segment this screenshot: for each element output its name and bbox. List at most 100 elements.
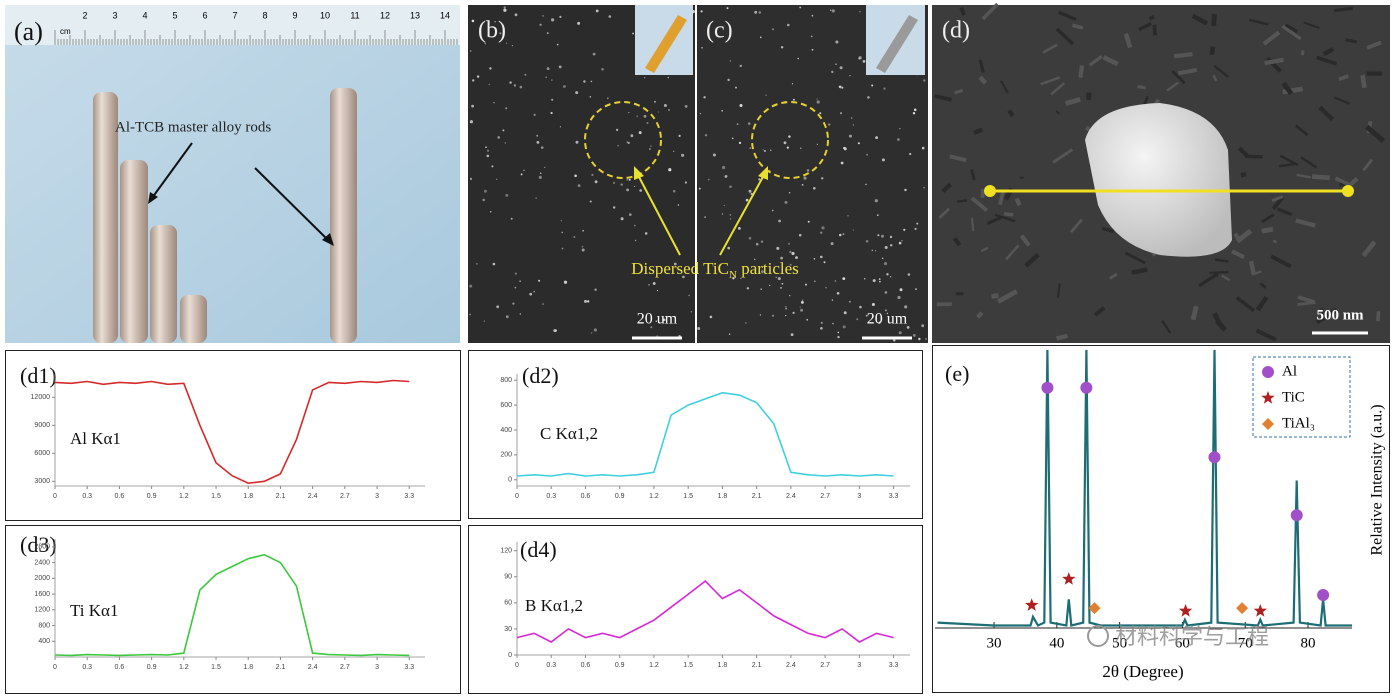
speck bbox=[736, 123, 739, 125]
speck bbox=[806, 169, 810, 172]
arrow bbox=[254, 167, 329, 241]
speck bbox=[677, 204, 680, 206]
x-tick-label: 0.3 bbox=[546, 662, 556, 669]
texture bbox=[1272, 239, 1278, 244]
speck bbox=[791, 83, 794, 85]
marker bbox=[1088, 602, 1101, 615]
speck bbox=[510, 217, 513, 220]
ruler bbox=[5, 5, 460, 45]
speck bbox=[788, 192, 791, 194]
speck bbox=[700, 10, 703, 13]
x-tick-label: 0.9 bbox=[147, 664, 157, 671]
speck bbox=[834, 280, 837, 282]
texture bbox=[1213, 65, 1229, 78]
speck bbox=[560, 220, 562, 222]
speck bbox=[799, 6, 802, 9]
speck bbox=[832, 322, 834, 325]
texture bbox=[1088, 54, 1103, 67]
speck bbox=[606, 97, 609, 100]
panel-label: (c) bbox=[706, 18, 733, 44]
x-tick-label: 2.4 bbox=[786, 493, 796, 500]
speck bbox=[820, 255, 823, 259]
panel-label: (b) bbox=[478, 18, 506, 44]
x-tick-label: 0.6 bbox=[115, 493, 125, 500]
x-tick-label: 3 bbox=[375, 493, 379, 500]
x-tick-label: 1.5 bbox=[683, 493, 693, 500]
speck bbox=[544, 166, 546, 169]
speck bbox=[491, 165, 494, 168]
speck bbox=[867, 96, 870, 99]
speck bbox=[542, 303, 544, 305]
speck bbox=[589, 200, 592, 203]
texture bbox=[1024, 252, 1040, 268]
y-tick-label: 800 bbox=[38, 622, 50, 629]
speck bbox=[539, 23, 542, 26]
texture bbox=[1240, 172, 1247, 178]
speck bbox=[912, 112, 916, 115]
texture bbox=[1300, 50, 1305, 56]
speck bbox=[865, 240, 869, 243]
speck bbox=[732, 277, 735, 280]
speck bbox=[801, 299, 804, 301]
x-tick-label: 0 bbox=[53, 664, 57, 671]
texture bbox=[1152, 24, 1158, 36]
speck bbox=[486, 149, 490, 152]
speck bbox=[690, 311, 693, 313]
texture bbox=[938, 207, 951, 219]
speck bbox=[763, 149, 767, 153]
speck bbox=[925, 338, 927, 340]
texture bbox=[1264, 57, 1284, 66]
x-tick-label: 1.5 bbox=[211, 493, 221, 500]
speck bbox=[923, 79, 926, 82]
speck bbox=[801, 301, 804, 304]
speck bbox=[476, 263, 478, 265]
x-tick-label: 2.7 bbox=[820, 662, 830, 669]
texture bbox=[1221, 274, 1231, 282]
panel-label: (d2) bbox=[522, 363, 559, 388]
speck bbox=[697, 327, 701, 330]
y-tick-label: 2400 bbox=[34, 559, 50, 566]
speck bbox=[916, 222, 919, 225]
speck bbox=[754, 258, 756, 260]
y-tick-label: 600 bbox=[500, 402, 512, 409]
y-tick-label: 400 bbox=[38, 638, 50, 645]
speck bbox=[823, 261, 826, 264]
x-tick-label: 0.9 bbox=[147, 493, 157, 500]
speck bbox=[469, 177, 473, 180]
speck bbox=[649, 148, 651, 150]
speck bbox=[703, 96, 706, 99]
speck bbox=[628, 111, 630, 114]
ruler-number: 9 bbox=[292, 10, 297, 20]
speck bbox=[523, 169, 525, 171]
speck bbox=[545, 76, 547, 78]
x-tick-label: 3.3 bbox=[889, 662, 899, 669]
speck bbox=[592, 52, 596, 56]
speck bbox=[731, 137, 734, 140]
speck bbox=[688, 294, 690, 297]
speck bbox=[628, 178, 631, 181]
panel-frame bbox=[5, 525, 461, 694]
speck bbox=[469, 284, 473, 288]
speck bbox=[852, 124, 854, 126]
rod bbox=[330, 88, 357, 343]
texture bbox=[1000, 80, 1009, 94]
speck bbox=[856, 318, 859, 321]
texture bbox=[1235, 296, 1255, 312]
y-tick-label: 2800 bbox=[34, 544, 50, 551]
x-tick-label: 60 bbox=[1175, 635, 1190, 651]
speck bbox=[780, 46, 784, 49]
speck bbox=[871, 303, 875, 306]
speck bbox=[672, 189, 676, 193]
texture bbox=[1311, 174, 1330, 181]
speck bbox=[898, 241, 902, 245]
x-tick-label: 2.4 bbox=[308, 664, 318, 671]
texture bbox=[1376, 311, 1381, 322]
texture bbox=[1138, 22, 1152, 32]
x-tick-label: 3.3 bbox=[889, 493, 899, 500]
speck bbox=[519, 85, 523, 89]
x-tick-label: 1.8 bbox=[718, 662, 728, 669]
x-axis-label: 2θ (Degree) bbox=[1102, 662, 1183, 681]
speck bbox=[848, 134, 852, 138]
texture bbox=[1261, 213, 1275, 224]
texture bbox=[1296, 173, 1311, 179]
